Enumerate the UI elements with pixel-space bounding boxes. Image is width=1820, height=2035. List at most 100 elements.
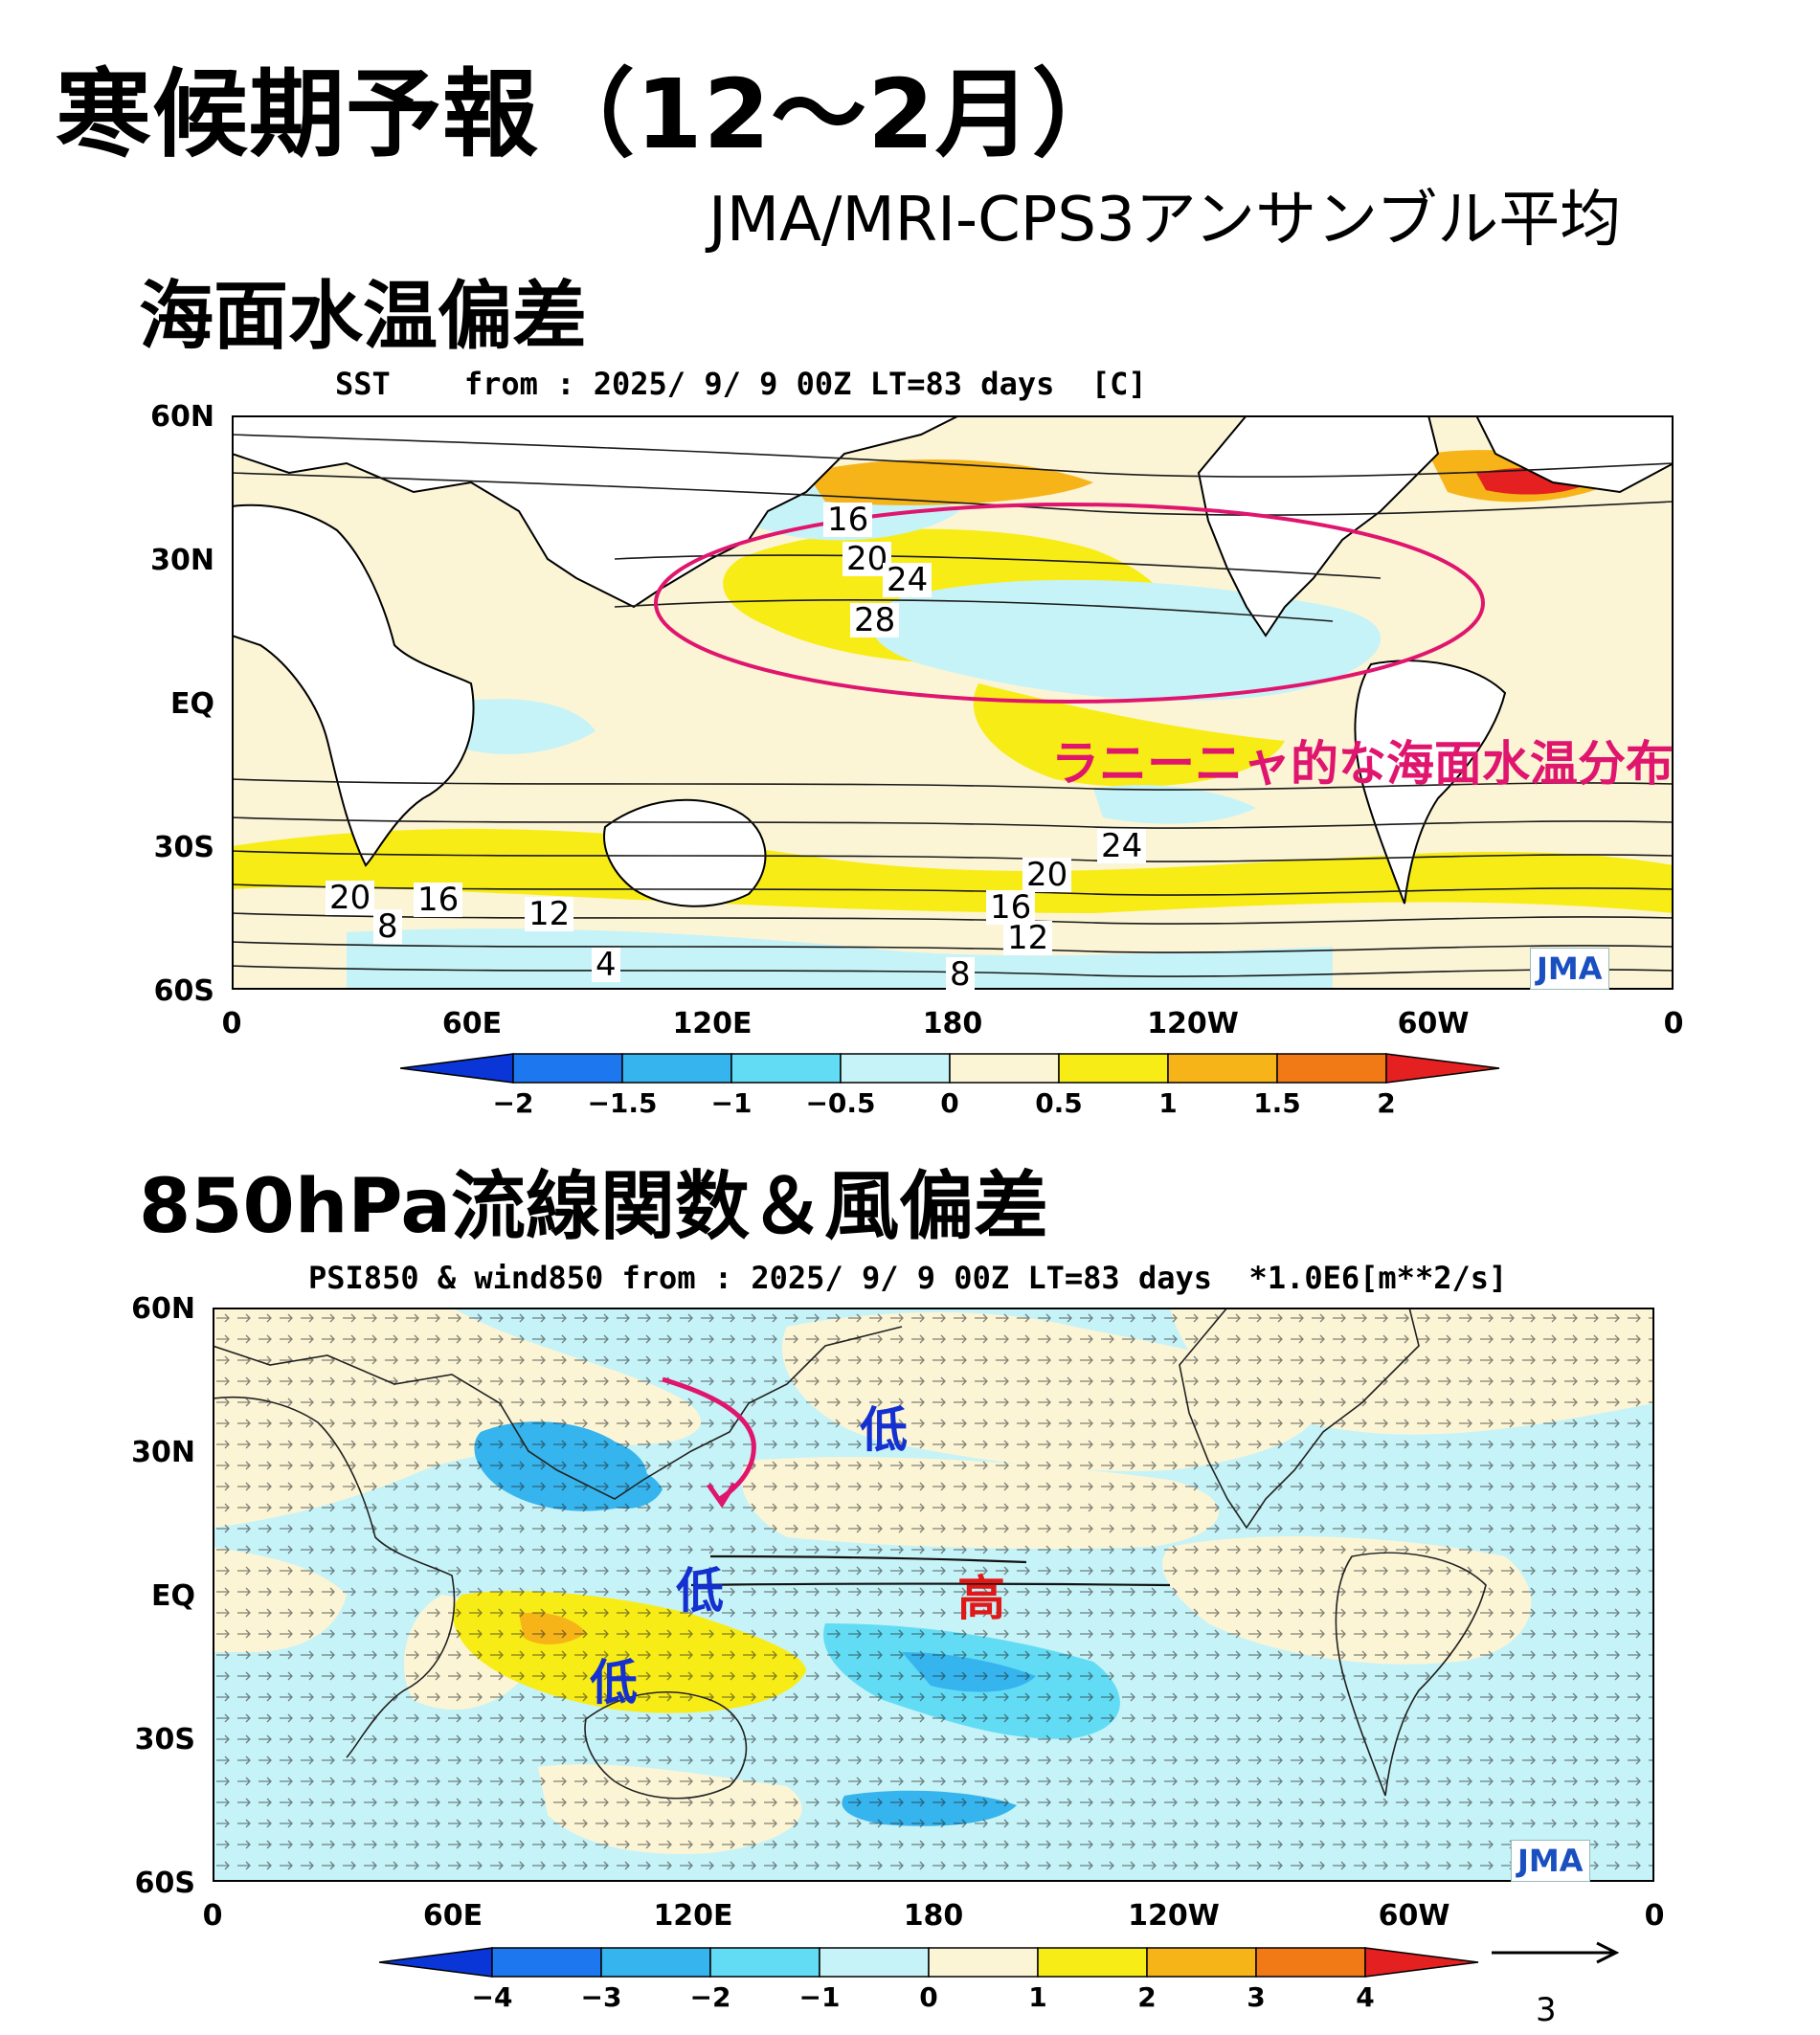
lon-label: 120E: [672, 1007, 753, 1040]
colorbar-label: 2: [1137, 1981, 1157, 2013]
lon-label: 180: [922, 1007, 983, 1040]
lon-label: 0: [202, 1899, 223, 1933]
lat-label: 60N: [131, 1292, 195, 1326]
lon-label: 60E: [422, 1899, 483, 1933]
colorbar-swatch: [379, 1947, 493, 1978]
la-nina-highlight-ellipse: [654, 503, 1485, 704]
model-subtitle: JMA/MRI-CPS3アンサンブル平均: [708, 185, 1622, 256]
colorbar-swatch: [1276, 1053, 1387, 1084]
low-pressure-label: 低: [860, 1402, 908, 1458]
lat-label: 60S: [134, 1867, 195, 1900]
lon-label: 120W: [1128, 1899, 1220, 1933]
high-pressure-label: 高: [957, 1571, 1005, 1626]
colorbar-label: 0.5: [1035, 1087, 1083, 1119]
colorbar-label: −1: [710, 1087, 753, 1119]
colorbar-label: 1.5: [1253, 1087, 1301, 1119]
la-nina-annotation: ラニーニャ的な海面水温分布: [1051, 736, 1674, 792]
lat-label: 30N: [131, 1436, 195, 1469]
sst-contour-label: 20: [326, 881, 375, 915]
colorbar-label: 3: [1247, 1981, 1266, 2013]
colorbar-label: 4: [1356, 1981, 1375, 2013]
sst-contour-label: 24: [883, 563, 932, 597]
sst-contour-label: 20: [1022, 858, 1072, 892]
colorbar-swatch: [1255, 1947, 1366, 1978]
sst-contour-label: 16: [823, 503, 873, 537]
sst-contour-lines: [232, 434, 1674, 977]
psi-colorbar-swatches: [379, 1947, 1479, 1978]
wind-reference-value: 3: [1536, 1991, 1557, 2029]
colorbar-swatch: [1167, 1053, 1278, 1084]
lat-label: 30N: [150, 544, 214, 577]
trajectory-arrowhead: [706, 1482, 737, 1509]
colorbar-label: −1: [798, 1981, 841, 2013]
sst-map-header: SST from : 2025/ 9/ 9 00Z LT=83 days [C]: [335, 366, 1147, 402]
sst-contour-label: 8: [373, 909, 402, 944]
colorbar-label: −4: [471, 1981, 513, 2013]
lon-label: 120E: [653, 1899, 733, 1933]
sst-map: [232, 415, 1674, 990]
lon-label: 180: [903, 1899, 964, 1933]
trajectory-arrow: [662, 1376, 756, 1502]
page-title: 寒候期予報（12～2月）: [56, 58, 1129, 170]
psi-colorbar: [379, 1947, 1479, 1978]
colorbar-swatch: [600, 1947, 711, 1978]
colorbar-swatch: [1058, 1053, 1169, 1084]
sst-contour-label: 12: [525, 897, 574, 931]
sst-colorbar: [400, 1053, 1500, 1084]
lon-label: 0: [221, 1007, 242, 1040]
lat-label: 30S: [153, 831, 214, 864]
colorbar-swatch: [491, 1947, 602, 1978]
sst-contour-label: 24: [1097, 829, 1147, 863]
colorbar-label: −2: [492, 1087, 534, 1119]
sst-contour-label: 28: [850, 603, 900, 637]
colorbar-swatch: [840, 1053, 951, 1084]
colorbar-label: −3: [580, 1981, 622, 2013]
colorbar-swatch: [730, 1053, 842, 1084]
lat-label: 60S: [153, 974, 214, 1008]
wind-reference-arrow: [1492, 1941, 1620, 1964]
colorbar-label: 2: [1377, 1087, 1396, 1119]
colorbar-label: −0.5: [805, 1087, 876, 1119]
sst-section-title: 海面水温偏差: [139, 274, 588, 360]
colorbar-swatch: [512, 1053, 623, 1084]
psi-section-title: 850hPa流線関数＆風偏差: [139, 1164, 1049, 1250]
colorbar-label: −2: [689, 1981, 731, 2013]
sst-contour-label: 16: [986, 890, 1036, 925]
colorbar-label: 0: [919, 1981, 938, 2013]
sst-contour-label: 12: [1003, 921, 1053, 955]
lon-label: 120W: [1147, 1007, 1239, 1040]
colorbar-swatch: [819, 1947, 930, 1978]
psi-map-header: PSI850 & wind850 from : 2025/ 9/ 9 00Z L…: [308, 1260, 1508, 1296]
colorbar-label: 0: [940, 1087, 959, 1119]
lon-label: 0: [1644, 1899, 1665, 1933]
colorbar-swatch: [1037, 1947, 1148, 1978]
colorbar-swatch: [949, 1053, 1060, 1084]
lat-label: 60N: [150, 400, 214, 434]
low-pressure-label: 低: [590, 1655, 638, 1711]
lat-label: 30S: [134, 1723, 195, 1756]
sst-colorbar-swatches: [400, 1053, 1500, 1084]
colorbar-swatch: [928, 1947, 1039, 1978]
lon-label: 60E: [441, 1007, 503, 1040]
lon-label: 0: [1663, 1007, 1684, 1040]
colorbar-label: 1: [1158, 1087, 1178, 1119]
psi-map: [213, 1308, 1654, 1882]
colorbar-swatch: [400, 1053, 514, 1084]
sst-contour-label: 16: [414, 883, 463, 917]
sst-contour-label: 8: [946, 957, 975, 992]
colorbar-label: −1.5: [587, 1087, 658, 1119]
colorbar-swatch: [1364, 1947, 1479, 1978]
lon-label: 60W: [1378, 1899, 1450, 1933]
low-pressure-label: 低: [676, 1563, 724, 1619]
jma-logo: JMA: [1511, 1840, 1590, 1882]
colorbar-swatch: [1146, 1947, 1257, 1978]
colorbar-swatch: [709, 1947, 820, 1978]
lat-label: EQ: [170, 687, 214, 721]
sst-contour-label: 20: [843, 542, 892, 576]
lat-label: EQ: [151, 1579, 195, 1613]
colorbar-label: 1: [1028, 1981, 1047, 2013]
wind-vector-field: [213, 1308, 1654, 1882]
jma-logo: JMA: [1530, 948, 1609, 990]
colorbar-swatch: [621, 1053, 732, 1084]
colorbar-swatch: [1385, 1053, 1500, 1084]
